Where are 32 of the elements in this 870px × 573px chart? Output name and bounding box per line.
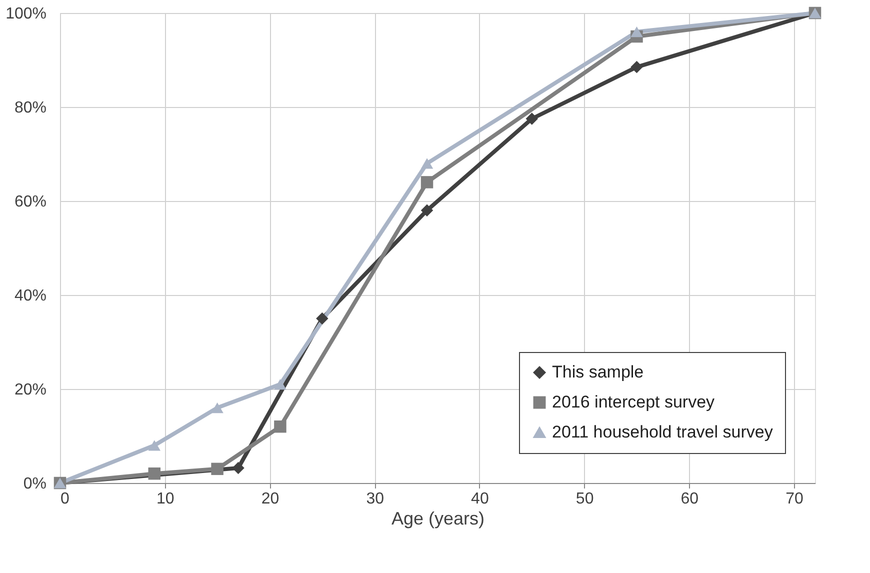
- point: [211, 462, 224, 476]
- point: [274, 378, 286, 390]
- y-tick-label: 100%: [6, 6, 46, 22]
- point: [420, 158, 434, 169]
- legend-label: This sample: [552, 362, 644, 382]
- x-axis-title: Age (years): [391, 508, 485, 528]
- legend-label: 2011 household travel survey: [552, 422, 774, 442]
- y-tick-label: 80%: [14, 100, 46, 116]
- point: [630, 60, 643, 74]
- point: [526, 112, 538, 125]
- point: [316, 312, 328, 325]
- x-tick-label: 10: [156, 490, 174, 508]
- x-tick-label: 40: [471, 490, 489, 508]
- x-tick-label: 0: [60, 490, 70, 508]
- y-tick-label: 60%: [14, 194, 46, 210]
- x-tick-label: 20: [261, 490, 280, 508]
- x-tick-label: 70: [786, 490, 804, 508]
- point: [148, 440, 160, 451]
- point: [630, 26, 643, 38]
- x-tick-label: 60: [680, 490, 699, 508]
- y-tick-label: 40%: [14, 288, 46, 304]
- x-tick-label: 50: [576, 490, 594, 508]
- point: [420, 176, 434, 188]
- x-tick-label: 30: [366, 490, 384, 508]
- legend-label: 2016 intercept survey: [552, 392, 716, 412]
- point: [148, 467, 160, 480]
- y-tick-label: 20%: [14, 382, 46, 398]
- y-tick-label: 0%: [23, 476, 46, 492]
- point: [420, 204, 434, 217]
- point: [274, 420, 286, 433]
- point: [211, 402, 224, 414]
- point: [232, 462, 244, 474]
